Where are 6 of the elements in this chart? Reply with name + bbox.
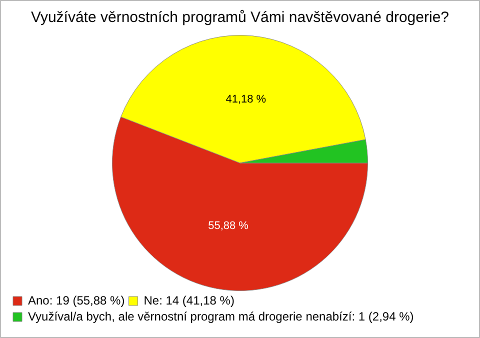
legend-label: Ne: 14 (41,18 %): [144, 293, 234, 308]
legend-label: Ano: 19 (55,88 %): [28, 293, 125, 308]
chart-title: Využíváte věrnostních programů Vámi navštěvované drogerie?: [30, 9, 450, 26]
data-label: 55,88 %: [208, 220, 249, 232]
legend-label: Využíval/a bych, ale věrnostní program má drogerie nenabízí: 1 (2,94 %): [28, 309, 414, 324]
data-label: 41,18 %: [226, 93, 266, 106]
